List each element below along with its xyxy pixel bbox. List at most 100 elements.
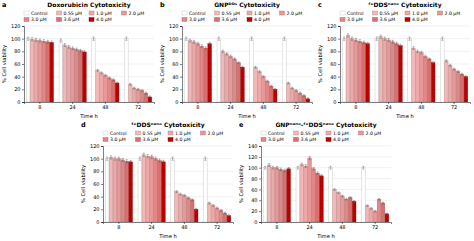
bar — [219, 211, 223, 222]
error-bar — [412, 47, 414, 50]
series — [129, 160, 231, 222]
series — [283, 169, 385, 222]
bar — [63, 45, 67, 102]
error-bar — [108, 77, 110, 79]
series — [184, 37, 286, 102]
tick-label: 120 — [169, 23, 179, 29]
title: ᶠᵉDDSⁿᵃⁿᵒ Cytotoxicity — [131, 121, 204, 129]
tick-label: 40 — [251, 197, 257, 203]
grid-line — [261, 146, 391, 147]
legend-item: 0.55 μM — [294, 131, 320, 136]
error-bar — [465, 76, 467, 78]
error-bar — [320, 175, 322, 177]
bar — [250, 39, 254, 102]
legend-swatch — [215, 18, 220, 22]
legend-item: 3.6 μM — [373, 17, 396, 22]
error-bar — [154, 157, 156, 160]
tick-label: 24 — [385, 104, 391, 110]
bar — [38, 41, 42, 102]
error-bar — [205, 47, 207, 50]
y-axis-label: % Cell viability — [80, 165, 87, 203]
bar — [366, 44, 370, 102]
legend-label: 1.0 μM — [96, 11, 112, 16]
legend-swatch — [122, 11, 127, 15]
tick-label: 40 — [93, 194, 99, 200]
tick: 20 — [14, 86, 24, 92]
tick-label: 0 — [17, 99, 20, 105]
error-bar — [272, 166, 274, 169]
panel: 0204060801001208244872Time h% Cell viabi… — [1, 1, 155, 119]
legend-swatch — [280, 11, 285, 15]
bar — [362, 42, 366, 102]
error-bar — [212, 205, 214, 207]
error-bar — [457, 71, 459, 73]
series — [200, 45, 302, 102]
bar — [179, 194, 183, 222]
series — [287, 167, 389, 222]
series — [346, 34, 448, 102]
bar — [423, 56, 427, 102]
series — [263, 166, 365, 222]
tick: 20 — [172, 86, 182, 92]
legend-item: Control — [24, 11, 48, 16]
marks — [342, 34, 467, 102]
error-bar — [391, 40, 393, 43]
plot: 0204060801001208244872Time h% Cell viabi… — [1, 1, 155, 119]
bar — [223, 213, 227, 222]
error-bar — [395, 42, 397, 45]
bar — [348, 198, 352, 222]
tick: 40 — [93, 194, 103, 200]
error-bar — [453, 68, 455, 70]
tick: 100 — [248, 165, 261, 171]
legend-item: Control — [182, 11, 206, 16]
error-bar — [224, 212, 226, 214]
legend-swatch — [89, 11, 94, 15]
legend-swatch — [103, 131, 108, 135]
tick-label: 80 — [330, 48, 336, 54]
legend-label: 3.0 μM — [347, 17, 363, 22]
tick-mark — [259, 222, 261, 223]
tick: 0 — [254, 219, 261, 225]
legend-label: 0.55 μM — [143, 131, 162, 136]
x-axis: 8244872 — [25, 102, 155, 110]
error-bar — [343, 37, 345, 40]
legend-swatch — [294, 131, 299, 135]
marks — [105, 153, 230, 222]
bar — [104, 75, 108, 102]
error-bar — [378, 198, 380, 200]
bar — [144, 93, 148, 102]
grid-line — [261, 156, 391, 157]
error-bar — [303, 95, 305, 97]
tick: 80 — [93, 168, 103, 174]
legend-item: 2.0 μM — [122, 11, 145, 16]
bar — [150, 157, 154, 222]
legend-swatch — [247, 18, 252, 22]
legend-label: 4.0 μM — [175, 137, 191, 142]
tick-label: 8 — [275, 224, 278, 230]
error-bar — [297, 166, 299, 169]
error-bar — [35, 38, 37, 41]
legend-item: 2.0 μM — [359, 131, 382, 136]
tick: 100 — [169, 36, 182, 42]
marks — [184, 37, 309, 102]
tick-label: 0 — [254, 219, 257, 225]
error-bar — [420, 51, 422, 53]
series — [125, 159, 227, 222]
bar — [304, 166, 308, 222]
series — [38, 39, 140, 102]
bar — [316, 173, 320, 222]
legend: Control0.55 μM1.0 μM2.0 μM3.0 μM3.6 μM4.… — [340, 11, 460, 22]
error-bar — [283, 37, 285, 40]
bar — [300, 164, 304, 222]
bar — [354, 40, 358, 102]
legend-item: 3.0 μM — [182, 17, 205, 22]
tick-mark — [180, 39, 182, 40]
bar — [337, 193, 341, 222]
plot: 0204060801001208244872Time h% Cell viabi… — [317, 1, 471, 119]
error-bar — [126, 160, 128, 163]
error-bar — [428, 58, 430, 60]
error-bar — [228, 215, 230, 217]
grid-line — [182, 26, 312, 27]
legend-swatch — [326, 131, 331, 135]
bar — [358, 41, 362, 102]
